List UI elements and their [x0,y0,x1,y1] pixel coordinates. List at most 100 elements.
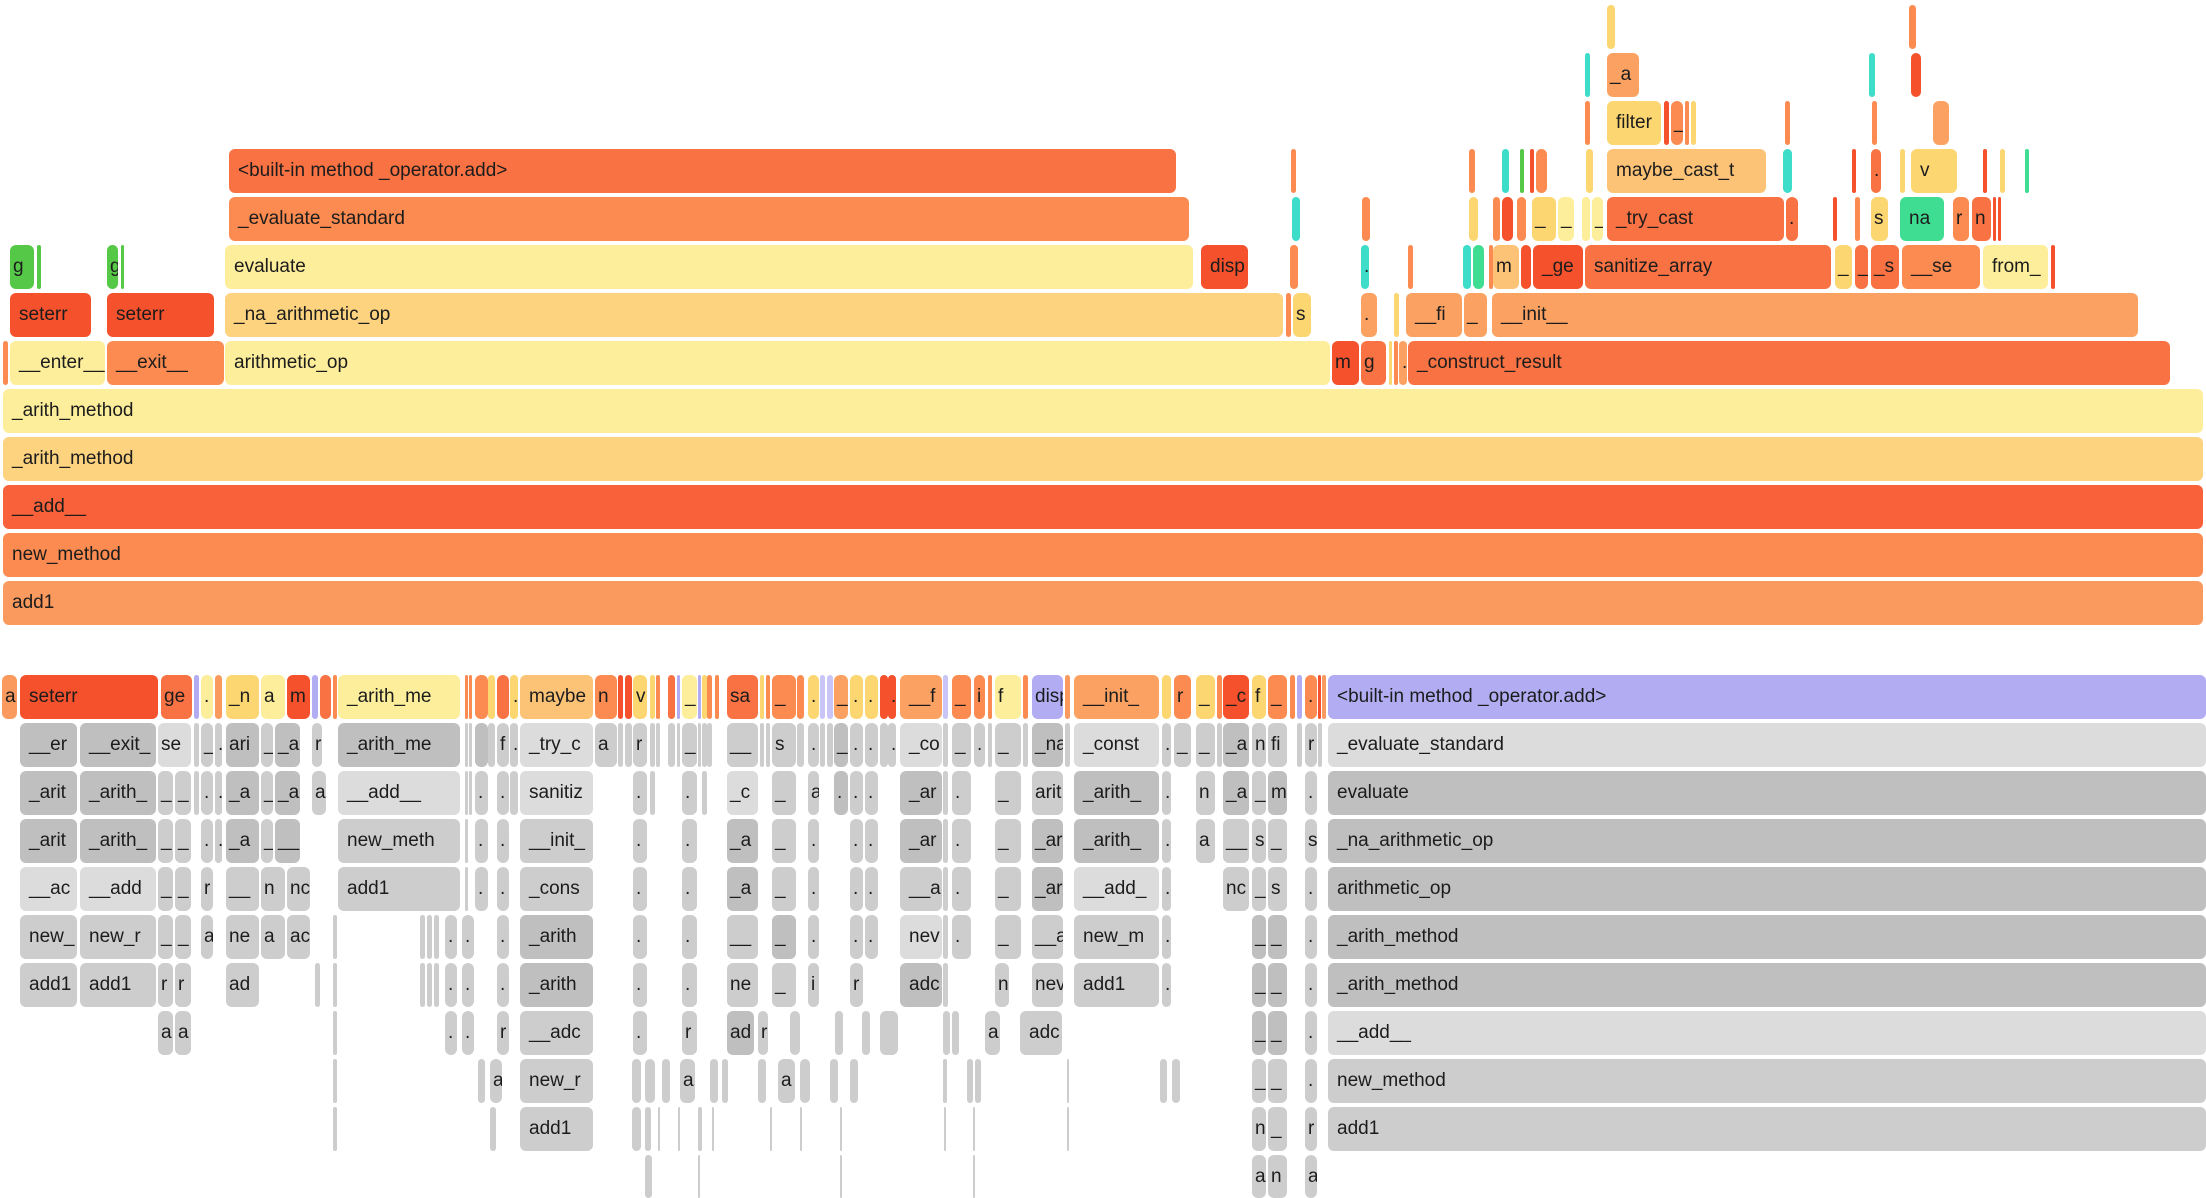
flame-frame[interactable]: _ [175,771,191,815]
flame-frame[interactable] [880,723,888,767]
flame-frame[interactable]: seterr [10,293,91,337]
flame-frame[interactable]: _ar [900,771,942,815]
flame-frame[interactable] [710,1059,718,1103]
flame-frame[interactable]: ari [226,723,259,767]
flame-frame[interactable]: . [850,867,863,911]
flame-frame[interactable]: _evaluate_standard [229,197,1189,241]
flame-frame[interactable]: . [1305,1011,1317,1055]
flame-frame[interactable]: _arith_method [1328,915,2206,959]
flame-frame[interactable] [952,1011,959,1055]
flame-frame[interactable] [469,723,472,767]
flame-frame[interactable]: . [865,771,878,815]
flame-frame[interactable]: new_method [1328,1059,2206,1103]
flame-frame[interactable] [1585,53,1590,97]
flame-frame[interactable] [668,723,675,767]
flame-frame[interactable]: g [107,245,118,289]
flame-frame[interactable]: _ar [900,819,942,863]
flame-frame[interactable]: _arit [20,819,77,863]
flame-frame[interactable]: __fi [1406,293,1462,337]
flame-frame[interactable] [1362,197,1370,241]
flame-frame[interactable]: _ [772,771,796,815]
flame-frame[interactable]: add1 [80,963,156,1007]
flame-frame[interactable]: _ [158,867,173,911]
flame-frame[interactable]: a [808,771,819,815]
flame-frame[interactable] [465,771,468,815]
flame-frame[interactable]: __add__ [338,771,460,815]
flame-frame[interactable] [320,675,331,719]
flame-frame[interactable]: . [865,723,878,767]
flame-frame[interactable]: _ [158,819,173,863]
flame-frame[interactable] [1852,149,1856,193]
flame-frame[interactable] [988,675,992,719]
flame-frame[interactable]: . [633,771,647,815]
flame-frame[interactable]: . [1162,867,1171,911]
flame-frame[interactable]: _na [1032,723,1063,767]
flame-frame[interactable]: r [1953,197,1969,241]
flame-frame[interactable]: _cons [520,867,593,911]
flame-frame[interactable]: sanitiz [520,771,593,815]
flame-frame[interactable] [1318,675,1321,719]
flame-frame[interactable]: _ [1592,197,1603,241]
flame-frame[interactable]: . [633,1011,647,1055]
flame-frame[interactable]: seterr [20,675,158,719]
flame-frame[interactable] [678,1107,680,1151]
flame-frame[interactable]: _arith_method [1328,963,2206,1007]
flame-frame[interactable]: . [462,915,474,959]
flame-frame[interactable]: r [158,963,173,1007]
flame-frame[interactable] [465,819,468,863]
flame-frame[interactable]: _co [900,723,942,767]
flame-frame[interactable]: seterr [107,293,214,337]
flame-frame[interactable] [702,675,707,719]
flame-frame[interactable]: . [1162,723,1171,767]
flame-frame[interactable] [1389,341,1392,385]
flame-frame[interactable]: . [682,963,697,1007]
flame-frame[interactable] [1286,293,1291,337]
flame-frame[interactable]: r [633,723,647,767]
flame-frame[interactable]: _c [1223,675,1249,719]
flame-frame[interactable] [880,1011,898,1055]
flame-frame[interactable]: _ [1268,915,1287,959]
flame-frame[interactable]: _construct_result [1408,341,2170,385]
flame-frame[interactable]: adc [1020,1011,1062,1055]
flame-frame[interactable] [510,771,518,815]
flame-frame[interactable] [2051,245,2055,289]
flame-frame[interactable]: . [1305,915,1317,959]
flame-frame[interactable] [333,963,337,1007]
flame-frame[interactable]: r [758,1011,768,1055]
flame-frame[interactable] [465,675,468,719]
flame-frame[interactable] [973,1107,975,1151]
flame-frame[interactable] [1023,723,1028,767]
flame-frame[interactable]: a [2,675,17,719]
flame-frame[interactable]: . [682,819,697,863]
flame-frame[interactable]: __exit__ [107,341,224,385]
flame-frame[interactable] [3,341,8,385]
flame-frame[interactable]: _ [1252,771,1266,815]
flame-frame[interactable] [1162,675,1171,719]
flame-frame[interactable]: . [1162,771,1171,815]
flame-frame[interactable]: . [1305,963,1317,1007]
flame-frame[interactable]: _arith_method [3,389,2203,433]
flame-frame[interactable]: new_method [3,533,2203,577]
flame-frame[interactable]: a [261,675,285,719]
flame-frame[interactable]: s [772,723,796,767]
flame-frame[interactable]: _ [995,723,1021,767]
flame-frame[interactable] [1911,53,1921,97]
flame-frame[interactable]: m [287,675,310,719]
flame-frame[interactable] [943,867,948,911]
flame-frame[interactable]: __ [727,723,758,767]
flame-frame[interactable]: new_meth [338,819,460,863]
flame-frame[interactable]: . [510,675,518,719]
flame-frame[interactable]: . [865,819,878,863]
flame-frame[interactable]: from_ [1983,245,2048,289]
flame-frame[interactable]: . [497,771,509,815]
flame-frame[interactable]: _ [952,675,971,719]
flame-frame[interactable] [333,675,337,719]
flame-frame[interactable]: _ [261,723,273,767]
flame-frame[interactable] [943,963,948,1007]
flame-frame[interactable]: . [497,963,509,1007]
flame-frame[interactable]: . [497,819,509,863]
flame-frame[interactable]: . [952,915,971,959]
flame-frame[interactable]: . [888,675,896,719]
flame-frame[interactable]: _ar [1032,819,1063,863]
flame-frame[interactable]: _ [1252,963,1266,1007]
